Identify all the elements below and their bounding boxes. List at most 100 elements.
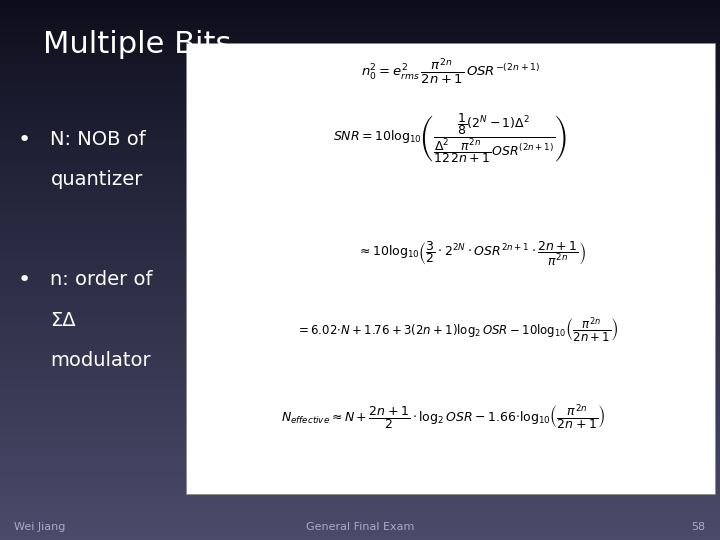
Bar bbox=[0, 235, 720, 238]
Bar bbox=[0, 292, 720, 294]
Bar bbox=[0, 421, 720, 424]
Bar bbox=[0, 335, 720, 338]
Text: $n_0^2 = e_{rms}^2\,\dfrac{\pi^{2n}}{2n+1}\,OSR^{-(2n+1)}$: $n_0^2 = e_{rms}^2\,\dfrac{\pi^{2n}}{2n+… bbox=[361, 57, 540, 86]
Bar bbox=[0, 62, 720, 65]
Bar bbox=[0, 19, 720, 22]
Bar bbox=[0, 165, 720, 167]
Bar bbox=[0, 116, 720, 119]
Bar bbox=[0, 448, 720, 451]
Bar bbox=[0, 227, 720, 229]
Bar bbox=[0, 338, 720, 340]
Bar bbox=[0, 297, 720, 300]
Bar bbox=[0, 524, 720, 526]
Bar bbox=[0, 402, 720, 405]
Bar bbox=[0, 248, 720, 251]
Bar bbox=[0, 132, 720, 135]
Bar bbox=[0, 359, 720, 362]
Bar bbox=[0, 189, 720, 192]
Text: •: • bbox=[18, 130, 31, 150]
Bar bbox=[0, 24, 720, 27]
Bar bbox=[0, 105, 720, 108]
Bar bbox=[0, 122, 720, 124]
Bar bbox=[0, 529, 720, 532]
Bar bbox=[0, 205, 720, 208]
Bar bbox=[0, 400, 720, 402]
Bar bbox=[0, 383, 720, 386]
Bar bbox=[0, 54, 720, 57]
Bar bbox=[0, 270, 720, 273]
Bar bbox=[0, 146, 720, 148]
Bar bbox=[0, 178, 720, 181]
Bar bbox=[0, 416, 720, 418]
Bar bbox=[0, 49, 720, 51]
Bar bbox=[0, 30, 720, 32]
Bar bbox=[0, 73, 720, 76]
Bar bbox=[0, 40, 720, 43]
Bar bbox=[0, 230, 720, 232]
Bar bbox=[0, 410, 720, 413]
Bar bbox=[0, 508, 720, 510]
Bar bbox=[0, 340, 720, 343]
Text: $\approx 10\log_{10}\!\left(\dfrac{3}{2}\cdot 2^{2N}\cdot OSR^{2n+1}\cdot\dfrac{: $\approx 10\log_{10}\!\left(\dfrac{3}{2}… bbox=[357, 240, 587, 268]
Bar bbox=[0, 462, 720, 464]
Text: Wei Jiang: Wei Jiang bbox=[14, 522, 66, 532]
Text: 58: 58 bbox=[691, 522, 706, 532]
Bar bbox=[0, 224, 720, 227]
Bar bbox=[0, 213, 720, 216]
Bar bbox=[0, 294, 720, 297]
Bar bbox=[0, 246, 720, 248]
Bar bbox=[0, 370, 720, 373]
Bar bbox=[0, 232, 720, 235]
Bar bbox=[0, 148, 720, 151]
Bar bbox=[0, 202, 720, 205]
Bar bbox=[0, 470, 720, 472]
Bar bbox=[0, 302, 720, 305]
Bar bbox=[0, 418, 720, 421]
Text: ΣΔ: ΣΔ bbox=[50, 310, 76, 329]
Bar bbox=[0, 429, 720, 432]
Bar bbox=[0, 94, 720, 97]
Bar bbox=[0, 173, 720, 176]
Bar bbox=[0, 127, 720, 130]
Bar bbox=[0, 324, 720, 327]
Bar bbox=[0, 513, 720, 516]
Bar bbox=[0, 35, 720, 38]
Text: $SNR = 10\log_{10}\!\left(\dfrac{\dfrac{1}{8}(2^N-1)\Delta^2}{\dfrac{\Delta^2}{1: $SNR = 10\log_{10}\!\left(\dfrac{\dfrac{… bbox=[333, 111, 567, 165]
Bar bbox=[0, 103, 720, 105]
Bar bbox=[0, 184, 720, 186]
Bar bbox=[0, 76, 720, 78]
Text: Multiple Bits: Multiple Bits bbox=[43, 30, 232, 59]
Bar bbox=[0, 186, 720, 189]
Bar bbox=[0, 386, 720, 389]
Bar bbox=[0, 11, 720, 14]
Bar bbox=[0, 181, 720, 184]
Bar bbox=[0, 51, 720, 54]
Text: modulator: modulator bbox=[50, 351, 151, 370]
Bar bbox=[0, 192, 720, 194]
Bar bbox=[0, 84, 720, 86]
Bar bbox=[0, 321, 720, 324]
Bar bbox=[0, 138, 720, 140]
Bar bbox=[0, 526, 720, 529]
Bar bbox=[0, 313, 720, 316]
Bar bbox=[0, 375, 720, 378]
Bar bbox=[0, 256, 720, 259]
Bar bbox=[0, 259, 720, 262]
Bar bbox=[0, 483, 720, 486]
Bar bbox=[0, 140, 720, 143]
Bar bbox=[0, 262, 720, 265]
Bar bbox=[0, 478, 720, 481]
Text: General Final Exam: General Final Exam bbox=[306, 522, 414, 532]
Text: N: NOB of: N: NOB of bbox=[50, 130, 146, 148]
Bar bbox=[0, 170, 720, 173]
Bar bbox=[0, 532, 720, 535]
Bar bbox=[0, 392, 720, 394]
Bar bbox=[0, 397, 720, 400]
Bar bbox=[0, 521, 720, 524]
Bar bbox=[0, 251, 720, 254]
Bar bbox=[0, 381, 720, 383]
Bar bbox=[0, 78, 720, 81]
Bar bbox=[0, 500, 720, 502]
Bar bbox=[0, 162, 720, 165]
Bar bbox=[0, 159, 720, 162]
